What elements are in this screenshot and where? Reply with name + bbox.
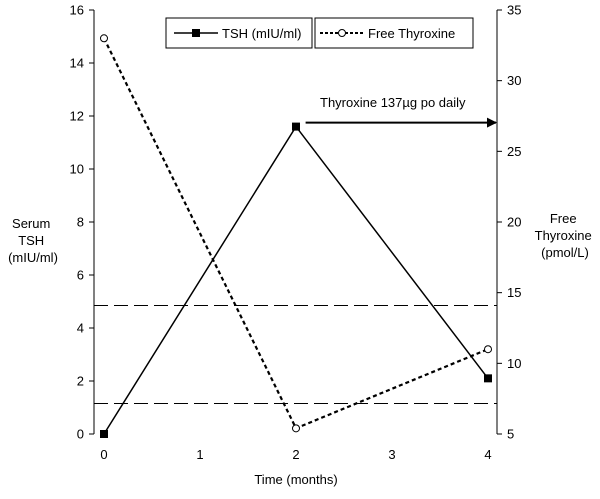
x-tick-label: 0 [100,447,107,462]
x-tick-label: 1 [196,447,203,462]
left-tick-label: 10 [70,162,84,177]
right-axis-title-line: Free [550,211,577,226]
legend-label-tsh: TSH (mIU/ml) [222,26,301,41]
right-tick-label: 10 [507,356,521,371]
legend-marker-ft4 [338,29,346,37]
left-tick-label: 12 [70,109,84,124]
right-tick-label: 35 [507,3,521,18]
left-tick-label: 2 [77,374,84,389]
left-tick-label: 8 [77,215,84,230]
legend: TSH (mIU/ml) Free Thyroxine [165,17,474,49]
left-tick-label: 0 [77,427,84,442]
legend-label-ft4: Free Thyroxine [368,26,455,41]
left-axis-title-line: TSH [18,233,44,248]
annotation-text: Thyroxine 137µg po daily [320,95,466,110]
left-tick-label: 4 [77,321,84,336]
series-line-tsh [103,125,489,435]
left-tick-label: 14 [70,56,84,71]
tsh-point [292,122,300,131]
left-axis-title: Serum TSH (mIU/ml) [8,216,58,265]
x-axis-title: Time (months) [254,472,337,487]
free-thyroxine-point [292,424,300,433]
right-axis-title-line: Thyroxine [535,228,592,243]
right-tick-label: 25 [507,144,521,159]
left-tick-label: 6 [77,268,84,283]
right-axis-title-line: (pmol/L) [541,245,589,260]
x-tick-label: 2 [292,447,299,462]
free-thyroxine-point [100,34,108,43]
right-tick-label: 20 [507,215,521,230]
right-tick-label: 15 [507,285,521,300]
x-tick-label: 4 [484,447,491,462]
tsh-point [484,374,492,383]
right-tick-label: 30 [507,73,521,88]
left-axis-title-line: Serum [12,216,50,231]
right-axis-title: Free Thyroxine (pmol/L) [535,211,596,260]
legend-marker-tsh [192,29,200,37]
left-axis-title-line: (mIU/ml) [8,250,58,265]
x-tick-label: 3 [388,447,395,462]
left-tick-label: 16 [70,3,84,18]
tsh-point [100,430,108,438]
free-thyroxine-point [484,345,492,354]
right-tick-label: 5 [507,427,514,442]
